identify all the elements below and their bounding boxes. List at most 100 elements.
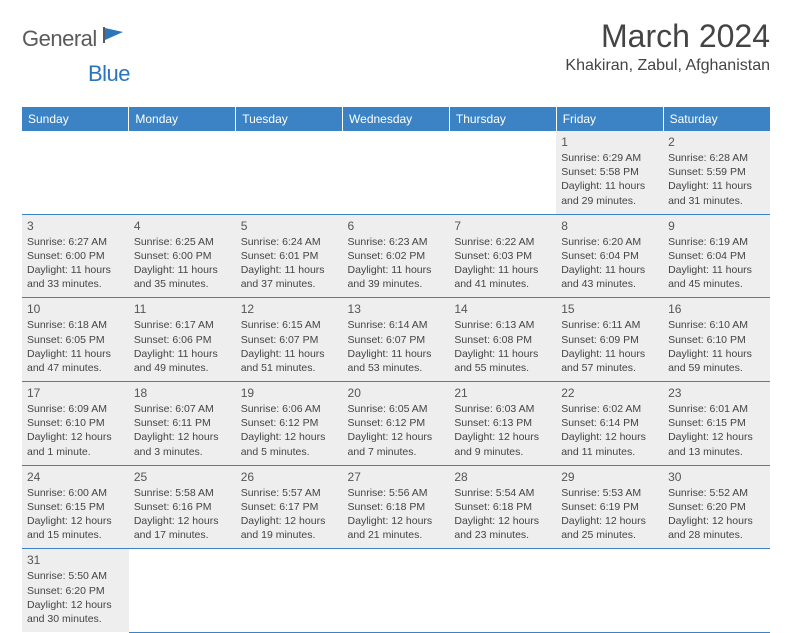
sunrise-text: Sunrise: 6:22 AM — [454, 235, 551, 249]
daylight-text: Daylight: 11 hours and 37 minutes. — [241, 263, 338, 291]
sunrise-text: Sunrise: 6:23 AM — [348, 235, 445, 249]
sunrise-text: Sunrise: 6:13 AM — [454, 318, 551, 332]
day-info: Sunrise: 5:58 AMSunset: 6:16 PMDaylight:… — [134, 486, 231, 543]
sunrise-text: Sunrise: 6:25 AM — [134, 235, 231, 249]
weekday-header-row: Sunday Monday Tuesday Wednesday Thursday… — [22, 107, 770, 131]
daylight-text: Daylight: 11 hours and 39 minutes. — [348, 263, 445, 291]
sunset-text: Sunset: 6:04 PM — [561, 249, 658, 263]
daylight-text: Daylight: 11 hours and 55 minutes. — [454, 347, 551, 375]
day-number: 30 — [668, 470, 765, 484]
calendar-week-row: 1Sunrise: 6:29 AMSunset: 5:58 PMDaylight… — [22, 131, 770, 214]
day-number: 27 — [348, 470, 445, 484]
day-info: Sunrise: 5:52 AMSunset: 6:20 PMDaylight:… — [668, 486, 765, 543]
calendar-day-cell: 24Sunrise: 6:00 AMSunset: 6:15 PMDayligh… — [22, 465, 129, 549]
sunrise-text: Sunrise: 6:07 AM — [134, 402, 231, 416]
day-number: 17 — [27, 386, 124, 400]
daylight-text: Daylight: 11 hours and 33 minutes. — [27, 263, 124, 291]
day-info: Sunrise: 5:50 AMSunset: 6:20 PMDaylight:… — [27, 569, 124, 626]
sunrise-text: Sunrise: 6:05 AM — [348, 402, 445, 416]
sunset-text: Sunset: 6:15 PM — [27, 500, 124, 514]
day-info: Sunrise: 6:22 AMSunset: 6:03 PMDaylight:… — [454, 235, 551, 292]
sunrise-text: Sunrise: 5:50 AM — [27, 569, 124, 583]
day-number: 23 — [668, 386, 765, 400]
calendar-week-row: 17 Sunrise: 6:09 AMSunset: 6:10 PMDayligh… — [22, 382, 770, 466]
day-number: 21 — [454, 386, 551, 400]
calendar-week-row: 10Sunrise: 6:18 AMSunset: 6:05 PMDayligh… — [22, 298, 770, 382]
sunrise-text: Sunrise: 6:06 AM — [241, 402, 338, 416]
day-number: 31 — [27, 553, 124, 567]
day-number: 25 — [134, 470, 231, 484]
daylight-text: Daylight: 12 hours and 17 minutes. — [134, 514, 231, 542]
day-info: Sunrise: 6:19 AMSunset: 6:04 PMDaylight:… — [668, 235, 765, 292]
day-info: Sunrise: 6:07 AMSunset: 6:11 PMDaylight:… — [134, 402, 231, 459]
calendar-day-cell: 2Sunrise: 6:28 AMSunset: 5:59 PMDaylight… — [663, 131, 770, 214]
calendar-day-cell: 15Sunrise: 6:11 AMSunset: 6:09 PMDayligh… — [556, 298, 663, 382]
sunrise-text: Sunrise: 6:11 AM — [561, 318, 658, 332]
daylight-text: Daylight: 12 hours and 7 minutes. — [348, 430, 445, 458]
sunrise-text: Sunrise: 6:14 AM — [348, 318, 445, 332]
calendar-day-cell: 5Sunrise: 6:24 AMSunset: 6:01 PMDaylight… — [236, 214, 343, 298]
logo-text-general: General — [22, 26, 97, 52]
day-info: Sunrise: 6:00 AMSunset: 6:15 PMDaylight:… — [27, 486, 124, 543]
sunset-text: Sunset: 5:58 PM — [561, 165, 658, 179]
calendar-day-cell: 3Sunrise: 6:27 AMSunset: 6:00 PMDaylight… — [22, 214, 129, 298]
daylight-text: Daylight: 12 hours and 3 minutes. — [134, 430, 231, 458]
calendar-day-cell — [449, 549, 556, 632]
sunrise-text: Sunrise: 6:01 AM — [668, 402, 765, 416]
sunrise-text: Sunrise: 6:10 AM — [668, 318, 765, 332]
sunset-text: Sunset: 6:03 PM — [454, 249, 551, 263]
day-info: Sunrise: 6:15 AMSunset: 6:07 PMDaylight:… — [241, 318, 338, 375]
sunset-text: Sunset: 6:07 PM — [241, 333, 338, 347]
daylight-text: Daylight: 12 hours and 19 minutes. — [241, 514, 338, 542]
day-info: Sunrise: 6:03 AMSunset: 6:13 PMDaylight:… — [454, 402, 551, 459]
sunrise-text: Sunrise: 6:28 AM — [668, 151, 765, 165]
day-info: Sunrise: 6:10 AMSunset: 6:10 PMDaylight:… — [668, 318, 765, 375]
day-info: Sunrise: 6:09 AMSunset: 6:10 PMDaylight:… — [27, 402, 124, 459]
day-info: Sunrise: 6:28 AMSunset: 5:59 PMDaylight:… — [668, 151, 765, 208]
sunset-text: Sunset: 6:16 PM — [134, 500, 231, 514]
day-info: Sunrise: 6:20 AMSunset: 6:04 PMDaylight:… — [561, 235, 658, 292]
day-number: 13 — [348, 302, 445, 316]
calendar-day-cell — [556, 549, 663, 632]
daylight-text: Daylight: 12 hours and 13 minutes. — [668, 430, 765, 458]
sunset-text: Sunset: 6:13 PM — [454, 416, 551, 430]
calendar-day-cell: 9Sunrise: 6:19 AMSunset: 6:04 PMDaylight… — [663, 214, 770, 298]
day-number: 4 — [134, 219, 231, 233]
sunset-text: Sunset: 6:12 PM — [241, 416, 338, 430]
daylight-text: Daylight: 12 hours and 23 minutes. — [454, 514, 551, 542]
day-number: 3 — [27, 219, 124, 233]
daylight-text: Daylight: 12 hours and 9 minutes. — [454, 430, 551, 458]
sunrise-text: Sunrise: 6:00 AM — [27, 486, 124, 500]
daylight-text: Daylight: 12 hours and 5 minutes. — [241, 430, 338, 458]
calendar-day-cell: 19 Sunrise: 6:06 AMSunset: 6:12 PMDayligh… — [236, 382, 343, 466]
sunset-text: Sunset: 6:06 PM — [134, 333, 231, 347]
day-info: Sunrise: 6:05 AMSunset: 6:12 PMDaylight:… — [348, 402, 445, 459]
sunrise-text: Sunrise: 5:56 AM — [348, 486, 445, 500]
calendar-day-cell — [449, 131, 556, 214]
day-number: 15 — [561, 302, 658, 316]
calendar-day-cell — [663, 549, 770, 632]
day-number: 19 — [241, 386, 338, 400]
day-number: 28 — [454, 470, 551, 484]
calendar-day-cell: 29Sunrise: 5:53 AMSunset: 6:19 PMDayligh… — [556, 465, 663, 549]
daylight-text: Daylight: 11 hours and 35 minutes. — [134, 263, 231, 291]
daylight-text: Daylight: 11 hours and 53 minutes. — [348, 347, 445, 375]
calendar-day-cell: 4Sunrise: 6:25 AMSunset: 6:00 PMDaylight… — [129, 214, 236, 298]
day-number: 18 — [134, 386, 231, 400]
sunset-text: Sunset: 6:18 PM — [454, 500, 551, 514]
daylight-text: Daylight: 11 hours and 59 minutes. — [668, 347, 765, 375]
calendar-day-cell: 23Sunrise: 6:01 AMSunset: 6:15 PMDayligh… — [663, 382, 770, 466]
calendar-day-cell: 22Sunrise: 6:02 AMSunset: 6:14 PMDayligh… — [556, 382, 663, 466]
weekday-header: Saturday — [663, 107, 770, 131]
day-number: 14 — [454, 302, 551, 316]
sunset-text: Sunset: 6:19 PM — [561, 500, 658, 514]
day-number: 11 — [134, 302, 231, 316]
calendar-day-cell: 10Sunrise: 6:18 AMSunset: 6:05 PMDayligh… — [22, 298, 129, 382]
calendar-day-cell — [236, 549, 343, 632]
calendar-day-cell: 14Sunrise: 6:13 AMSunset: 6:08 PMDayligh… — [449, 298, 556, 382]
day-info: Sunrise: 5:53 AMSunset: 6:19 PMDaylight:… — [561, 486, 658, 543]
sunset-text: Sunset: 6:02 PM — [348, 249, 445, 263]
weekday-header: Wednesday — [343, 107, 450, 131]
daylight-text: Daylight: 11 hours and 51 minutes. — [241, 347, 338, 375]
calendar-day-cell: 18 Sunrise: 6:07 AMSunset: 6:11 PMDayligh… — [129, 382, 236, 466]
